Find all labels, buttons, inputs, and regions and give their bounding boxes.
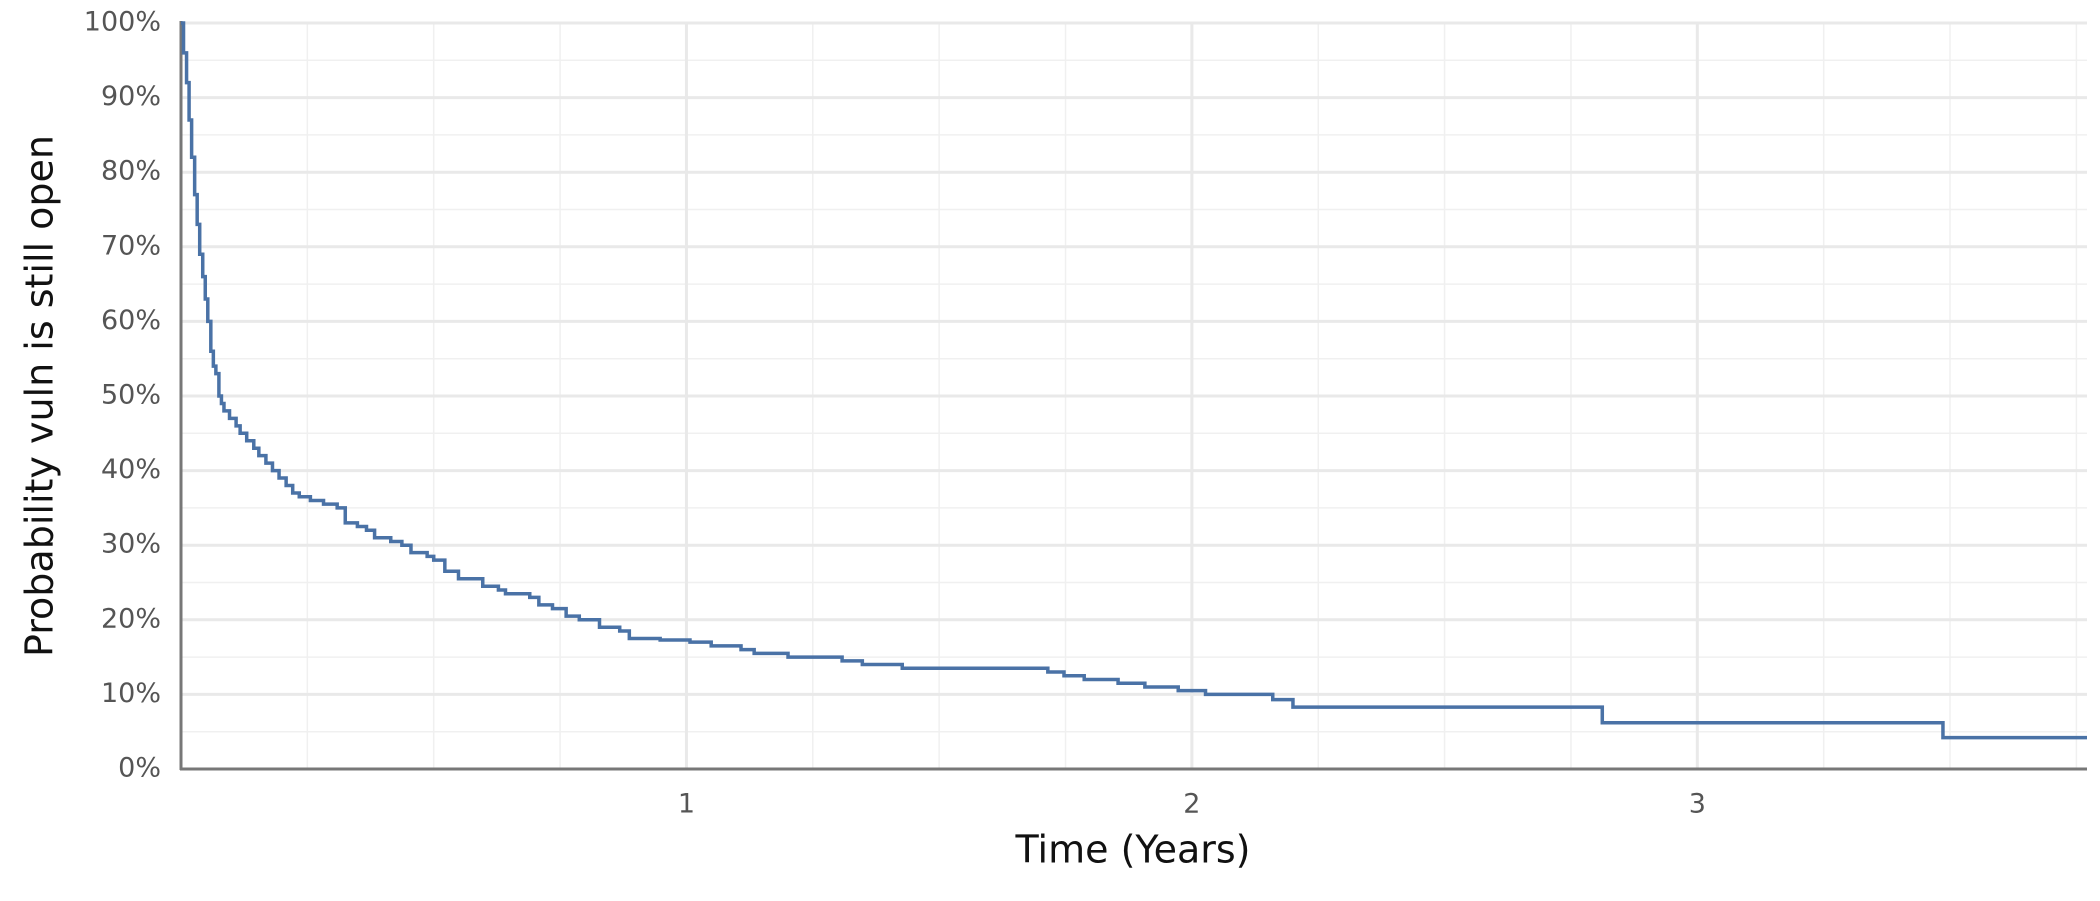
- y-tick-label: 10%: [101, 678, 161, 709]
- y-tick-label: 20%: [101, 603, 161, 634]
- x-tick-label: 1: [678, 789, 695, 820]
- y-tick-label: 0%: [118, 753, 161, 784]
- y-tick-label: 70%: [101, 230, 161, 261]
- survival-line: [181, 21, 2087, 740]
- y-tick-label: 100%: [84, 7, 161, 38]
- y-tick-label: 60%: [101, 305, 161, 336]
- y-tick-label: 40%: [101, 454, 161, 485]
- x-axis-title: Time (Years): [1015, 828, 1251, 872]
- x-tick-label: 3: [1689, 789, 1706, 820]
- y-tick-label: 50%: [101, 380, 161, 411]
- y-tick-label: 90%: [101, 81, 161, 112]
- y-tick-label: 80%: [101, 156, 161, 187]
- y-tick-label: 30%: [101, 529, 161, 560]
- x-tick-label: 2: [1183, 789, 1200, 820]
- y-axis-title: Probability vuln is still open: [18, 135, 62, 657]
